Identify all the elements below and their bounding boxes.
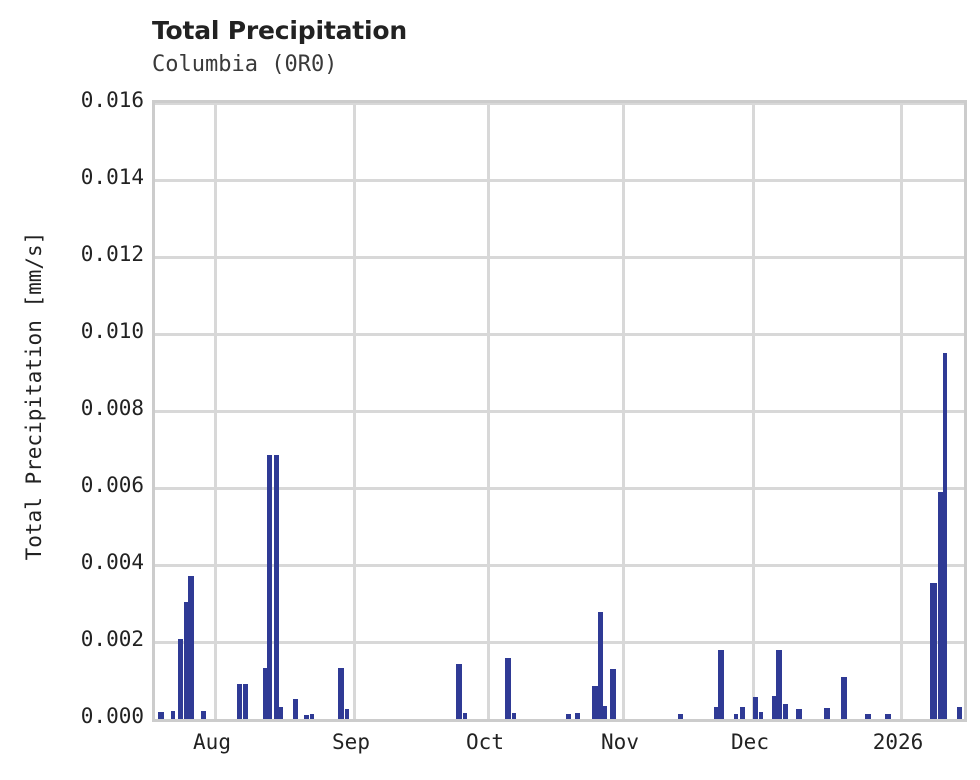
bar bbox=[273, 454, 279, 719]
bar bbox=[263, 667, 267, 719]
bar bbox=[956, 707, 962, 719]
bar bbox=[338, 668, 344, 719]
bar bbox=[796, 708, 802, 719]
bar bbox=[200, 711, 206, 719]
bar bbox=[759, 712, 763, 719]
bar bbox=[597, 612, 603, 719]
bar bbox=[824, 707, 830, 719]
bar bbox=[713, 707, 719, 719]
y-axis-tick-labels: 0.000 0.002 0.004 0.006 0.008 0.010 0.012 0.014… bbox=[0, 0, 144, 780]
bar bbox=[734, 713, 738, 719]
bar bbox=[603, 706, 607, 719]
y-axis-tick-label: 0.014 bbox=[80, 165, 144, 189]
gridline-vertical bbox=[486, 103, 490, 719]
y-axis-tick-label: 0.000 bbox=[80, 704, 144, 728]
gridline-horizontal bbox=[155, 563, 964, 567]
bar bbox=[512, 713, 516, 719]
bar bbox=[303, 714, 309, 719]
bar bbox=[188, 575, 194, 719]
y-axis-tick-label: 0.016 bbox=[80, 88, 144, 112]
x-axis-tick-label: Sep bbox=[332, 730, 370, 754]
bar bbox=[345, 708, 349, 719]
gridline-horizontal bbox=[155, 409, 964, 413]
bar bbox=[782, 704, 788, 719]
gridline-vertical bbox=[899, 103, 903, 719]
bar bbox=[771, 695, 777, 719]
plot-area bbox=[152, 100, 967, 722]
y-axis-tick-label: 0.006 bbox=[80, 473, 144, 497]
bar bbox=[739, 707, 745, 719]
gridline-vertical bbox=[751, 103, 755, 719]
bar bbox=[236, 684, 242, 719]
y-axis-tick-label: 0.010 bbox=[80, 319, 144, 343]
bar bbox=[937, 492, 943, 719]
bar bbox=[752, 696, 758, 719]
bar bbox=[592, 685, 598, 719]
gridline-horizontal bbox=[155, 103, 964, 105]
bar bbox=[677, 713, 683, 719]
gridline-horizontal bbox=[155, 178, 964, 182]
bar bbox=[610, 668, 616, 719]
bar bbox=[279, 707, 283, 719]
gridline-horizontal bbox=[155, 640, 964, 644]
gridline-vertical bbox=[621, 103, 625, 719]
bar bbox=[456, 663, 462, 719]
gridline-vertical bbox=[213, 103, 217, 719]
gridline-vertical bbox=[352, 103, 356, 719]
x-axis-tick-label: Dec bbox=[731, 730, 769, 754]
bar bbox=[463, 713, 467, 719]
bar bbox=[158, 712, 164, 719]
y-axis-tick-label: 0.012 bbox=[80, 242, 144, 266]
y-axis-tick-label: 0.002 bbox=[80, 627, 144, 651]
bar bbox=[266, 454, 272, 719]
bar bbox=[574, 713, 580, 719]
bar bbox=[183, 602, 189, 719]
chart-title: Total Precipitation bbox=[152, 16, 407, 45]
bar bbox=[242, 684, 248, 719]
bar bbox=[776, 650, 782, 719]
gridline-horizontal bbox=[155, 255, 964, 259]
gridline-horizontal bbox=[155, 486, 964, 490]
x-axis-tick-label: Aug bbox=[193, 730, 231, 754]
bar bbox=[292, 699, 298, 719]
y-axis-tick-label: 0.008 bbox=[80, 396, 144, 420]
gridline-horizontal bbox=[155, 332, 964, 336]
bar bbox=[718, 650, 724, 719]
bar bbox=[565, 713, 571, 719]
bar bbox=[171, 710, 175, 719]
bar bbox=[310, 714, 314, 719]
x-axis-tick-label: Nov bbox=[601, 730, 639, 754]
bar bbox=[177, 638, 183, 719]
bar bbox=[929, 583, 937, 719]
bar bbox=[885, 714, 891, 719]
bar bbox=[505, 658, 511, 719]
chart-subtitle: Columbia (0R0) bbox=[152, 52, 338, 77]
x-axis-tick-label: 2026 bbox=[872, 730, 924, 754]
x-axis-tick-label: Oct bbox=[466, 730, 504, 754]
y-axis-tick-label: 0.004 bbox=[80, 550, 144, 574]
bar bbox=[865, 714, 871, 719]
bar bbox=[841, 676, 847, 719]
bar bbox=[943, 353, 947, 719]
